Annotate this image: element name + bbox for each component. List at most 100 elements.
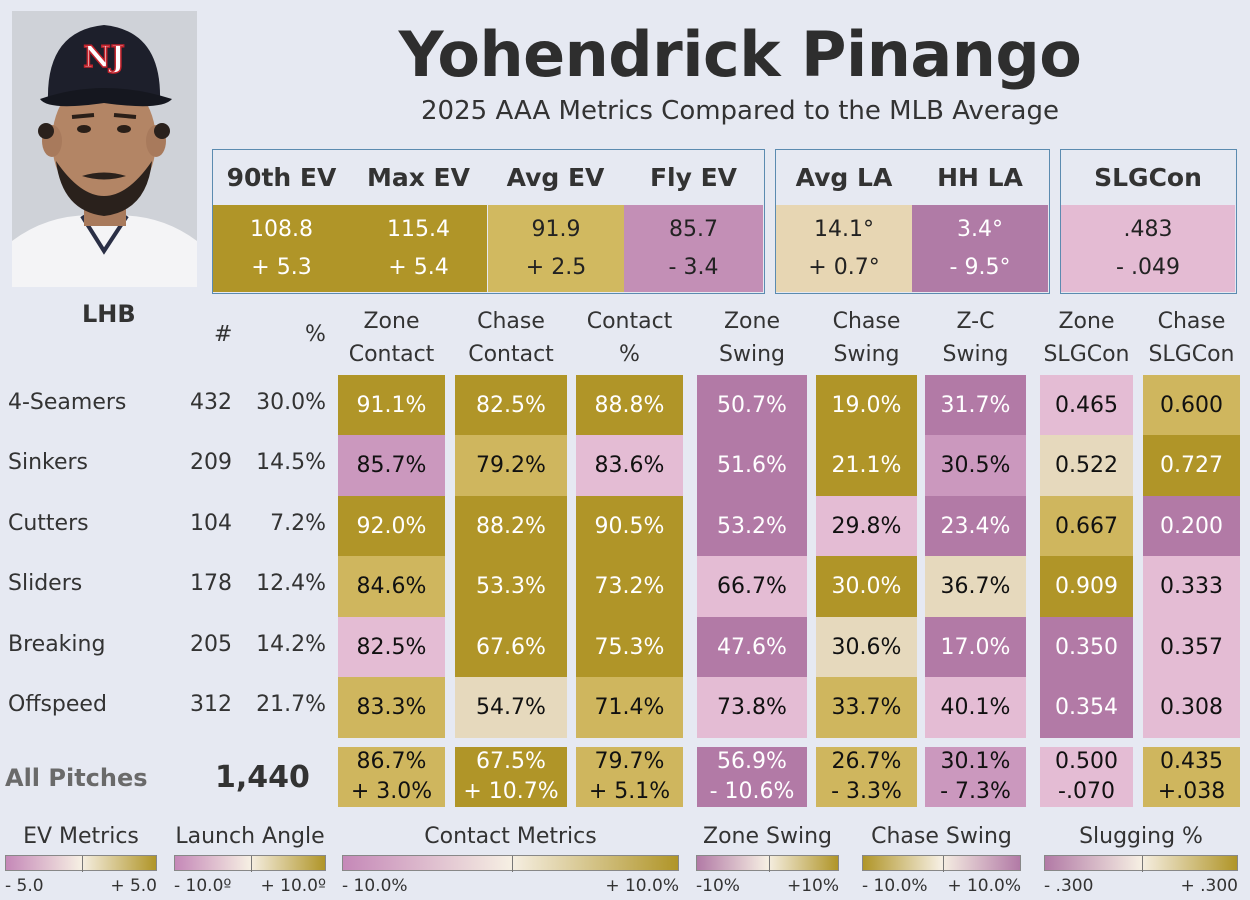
metric-header-line: Chase (477, 309, 545, 334)
la-header-avg: Avg LA (795, 163, 893, 192)
ev-value: 108.8 (250, 217, 313, 243)
metric-cell: 54.7% (455, 677, 567, 738)
la-header-hh: HH LA (937, 163, 1023, 192)
la-value: 3.4° (957, 217, 1003, 243)
totals-cell: 30.1% - 7.3% (925, 747, 1026, 807)
metric-cell: 23.4% (925, 496, 1026, 556)
metric-cell: 51.6% (697, 435, 807, 496)
legend-max-label: + 5.0 (110, 876, 157, 896)
metric-cell: 84.6% (338, 556, 445, 617)
legend-min-label: - .300 (1044, 876, 1094, 896)
metric-cell: 67.6% (455, 617, 567, 677)
legend-midpoint-tick (511, 856, 513, 872)
metric-cell: 82.5% (455, 375, 567, 435)
pitch-usage-pct: 21.7% (256, 692, 326, 717)
pitch-type-label: Sinkers (8, 450, 89, 475)
pitch-usage-pct: 14.5% (256, 450, 326, 475)
legend-min-label: - 10.0% (862, 876, 928, 896)
legend-gradient-bar (862, 855, 1021, 872)
slgcon-box: SLGCon .483 - .049 (1060, 149, 1237, 294)
totals-cell: 0.435 +.038 (1143, 747, 1240, 807)
ev-header-90th: 90th EV (226, 163, 337, 192)
pitch-count: 178 (190, 571, 232, 596)
pitch-count: 312 (190, 692, 232, 717)
ev-diff: + 2.5 (525, 254, 587, 280)
metric-cell: 0.333 (1143, 556, 1240, 617)
pitch-type-label: Breaking (8, 632, 106, 657)
la-cell-avg: 14.1° + 0.7° (776, 205, 912, 292)
metric-cell: 90.5% (576, 496, 683, 556)
cap-logo: NJ (83, 40, 125, 75)
pitch-usage-pct: 14.2% (256, 632, 326, 657)
slgcon-value: .483 (1123, 217, 1173, 243)
metric-cell: 0.357 (1143, 617, 1240, 677)
pitch-type-label: 4-Seamers (8, 390, 127, 415)
launch-angle-box: Avg LA HH LA 14.1° + 0.7° 3.4° - 9.5° (775, 149, 1050, 294)
legend-midpoint-tick (82, 856, 83, 872)
legend-max-label: + .300 (1180, 876, 1239, 896)
totals-value: 79.7% (594, 749, 665, 774)
legend-midpoint-tick (942, 856, 944, 872)
totals-diff: - 7.3% (940, 779, 1011, 804)
metric-cell: 0.667 (1040, 496, 1133, 556)
metric-header: Zone Swing (693, 305, 811, 371)
metric-cell: 0.350 (1040, 617, 1133, 677)
metric-cell: 88.2% (455, 496, 567, 556)
metric-header-line: Contact (348, 342, 435, 367)
player-headshot-image: NJ (12, 11, 197, 287)
metric-cell: 73.8% (697, 677, 807, 738)
legend-gradient-bar (174, 855, 326, 872)
metric-header-line: Chase (832, 309, 901, 334)
totals-diff: + 3.0% (350, 779, 433, 804)
metric-cell: 53.2% (697, 496, 807, 556)
ev-cell-max: 115.4 + 5.4 (350, 205, 487, 292)
metric-cell: 36.7% (925, 556, 1026, 617)
totals-cell: 79.7% + 5.1% (576, 747, 683, 807)
legend-min-label: - 5.0 (5, 876, 44, 896)
metric-cell: 83.6% (576, 435, 683, 496)
metric-header: Zone Contact (334, 305, 449, 371)
totals-diff: +.038 (1157, 779, 1226, 804)
metric-cell: 0.909 (1040, 556, 1133, 617)
metric-cell: 83.3% (338, 677, 445, 738)
legend-gradient-bar (1044, 855, 1238, 872)
metric-header-line: Contact (468, 342, 554, 367)
metric-cell: 0.200 (1143, 496, 1240, 556)
metric-cell: 30.5% (925, 435, 1026, 496)
totals-value: 0.500 (1055, 749, 1118, 774)
metric-cell: 85.7% (338, 435, 445, 496)
legend-title: Zone Swing (703, 824, 832, 849)
legend-max-label: + 10.0% (605, 876, 679, 896)
metric-cell: 0.727 (1143, 435, 1240, 496)
hand-label: LHB (82, 300, 136, 328)
pitch-count: 209 (190, 450, 232, 475)
pct-header: % (305, 322, 326, 347)
metric-cell: 66.7% (697, 556, 807, 617)
totals-value: 86.7% (356, 749, 427, 774)
metric-cell: 53.3% (455, 556, 567, 617)
legend-min-label: -10% (696, 876, 740, 896)
metric-cell: 31.7% (925, 375, 1026, 435)
metric-cell: 50.7% (697, 375, 807, 435)
metric-cell: 21.1% (816, 435, 917, 496)
totals-value: 56.9% (717, 749, 787, 774)
totals-value: 0.435 (1160, 749, 1223, 774)
metric-header-line: Swing (719, 342, 785, 367)
totals-diff: - 10.6% (709, 779, 795, 804)
legend-title: Contact Metrics (424, 824, 597, 849)
pitch-type-label: Sliders (8, 571, 83, 596)
totals-diff: + 5.1% (588, 779, 671, 804)
metric-cell: 0.522 (1040, 435, 1133, 496)
ev-value: 115.4 (387, 217, 450, 243)
totals-cell: 86.7% + 3.0% (338, 747, 445, 807)
pitch-count: 432 (190, 390, 232, 415)
totals-value: 30.1% (940, 749, 1011, 774)
totals-cell: 0.500 -.070 (1040, 747, 1133, 807)
legend-gradient-bar (342, 855, 679, 872)
ev-value: 85.7 (669, 217, 718, 243)
metric-cell: 19.0% (816, 375, 917, 435)
metric-cell: 82.5% (338, 617, 445, 677)
page-title: Yohendrick Pinango (398, 18, 1082, 91)
metric-header-line: SLGCon (1148, 342, 1235, 367)
metric-header-line: Zone (1058, 309, 1115, 334)
